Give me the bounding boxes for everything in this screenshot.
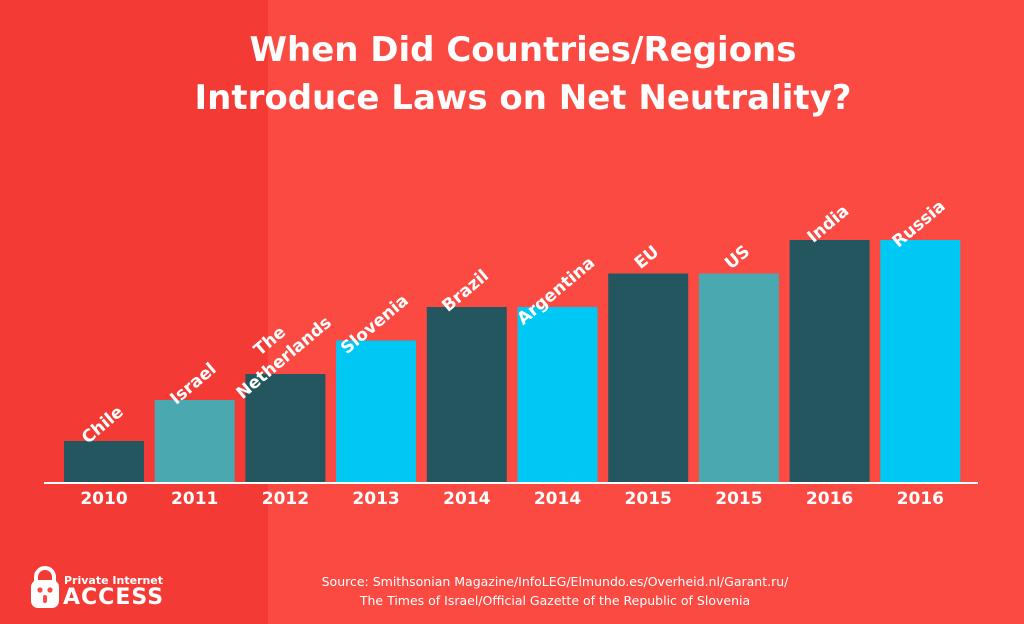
x-tick-label: 2011 bbox=[171, 489, 218, 509]
logo bbox=[28, 566, 178, 612]
x-tick-label: 2012 bbox=[262, 489, 309, 509]
chart-title-line-2: Introduce Laws on Net Neutrality? bbox=[194, 78, 852, 118]
bar-slovenia bbox=[336, 340, 417, 482]
bar-argentina bbox=[517, 307, 598, 482]
logo-text-small: Private Internet bbox=[64, 574, 164, 587]
bar-brazil bbox=[426, 307, 507, 482]
bar-label: US bbox=[721, 242, 754, 274]
padlock-robot-icon bbox=[31, 566, 59, 608]
background-left-panel bbox=[0, 0, 268, 624]
bar-us bbox=[698, 273, 779, 482]
x-tick-label: 2014 bbox=[534, 489, 581, 509]
bar-the-netherlands bbox=[245, 374, 326, 482]
x-tick-label: 2015 bbox=[715, 489, 762, 509]
bar-label: EU bbox=[631, 242, 663, 274]
bar-russia bbox=[880, 240, 961, 482]
bar-eu bbox=[608, 273, 689, 482]
x-tick-label: 2016 bbox=[806, 489, 853, 509]
source-line-2: The Times of Israel/Official Gazette of … bbox=[359, 593, 751, 608]
bar-israel bbox=[154, 400, 235, 482]
bar-india bbox=[789, 240, 870, 482]
chart-title-line-1: When Did Countries/Regions bbox=[249, 30, 797, 70]
chart-title: When Did Countries/Regions Introduce Law… bbox=[0, 26, 1024, 122]
x-tick-label: 2013 bbox=[352, 489, 399, 509]
x-tick-label: 2016 bbox=[897, 489, 944, 509]
source-note: Source: Smithsonian Magazine/InfoLEG/Elm… bbox=[230, 572, 880, 610]
x-tick-label: 2014 bbox=[443, 489, 490, 509]
x-tick-label: 2010 bbox=[80, 489, 127, 509]
source-line-1: Source: Smithsonian Magazine/InfoLEG/Elm… bbox=[321, 574, 789, 589]
logo-text-big: ACCESS bbox=[63, 585, 165, 610]
bar-chile bbox=[64, 441, 144, 482]
x-tick-label: 2015 bbox=[625, 489, 672, 509]
